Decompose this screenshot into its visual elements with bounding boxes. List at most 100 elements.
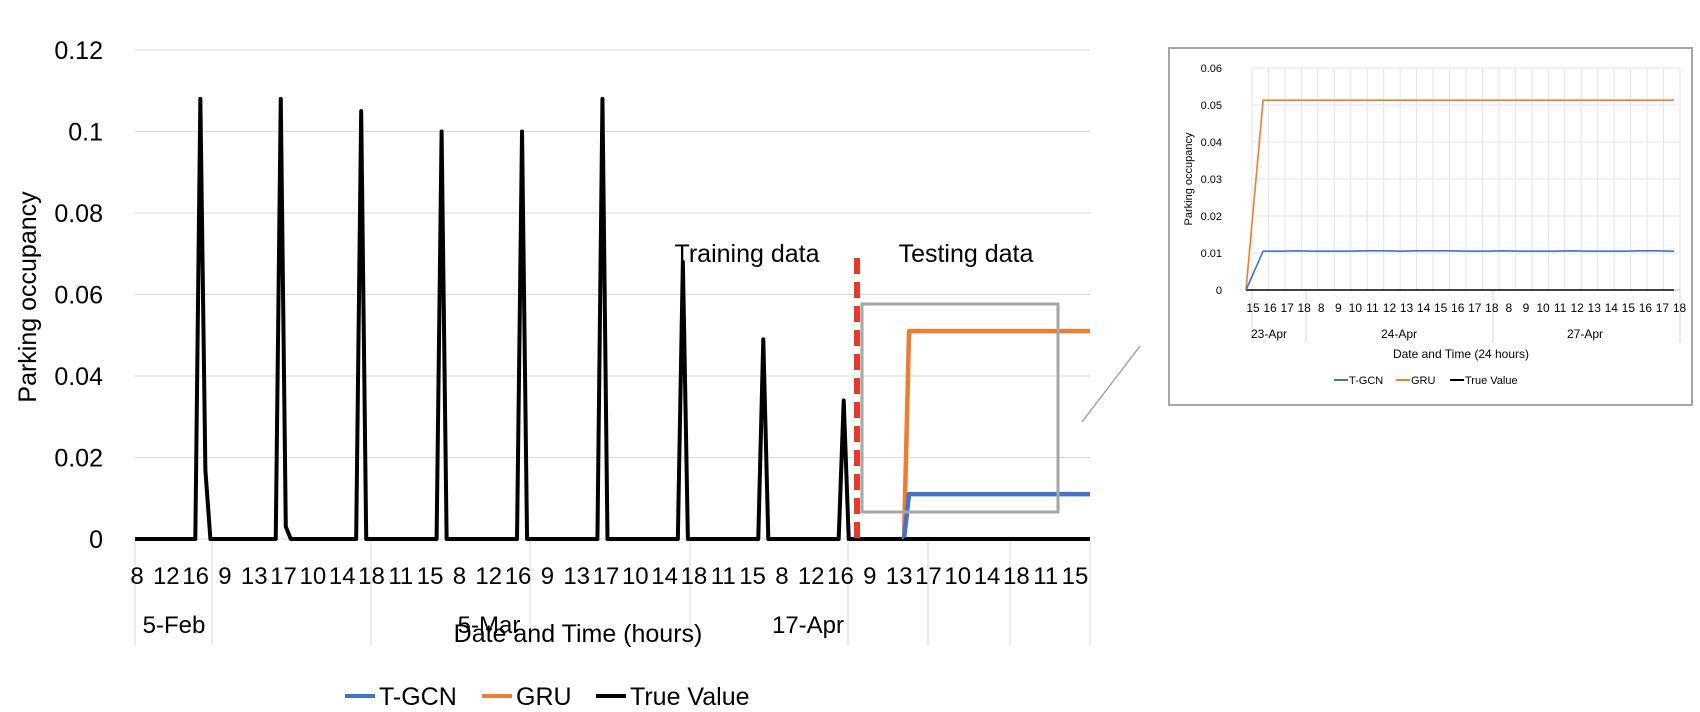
x-tick-label: 10 xyxy=(622,563,649,590)
x-tick-label: 10 xyxy=(300,563,327,590)
inset-x-tick-label: 17 xyxy=(1656,301,1670,315)
legend-label: GRU xyxy=(516,683,572,711)
y-tick-label: 0.06 xyxy=(54,282,103,310)
inset-x-tick-label: 16 xyxy=(1263,301,1277,315)
inset-frame xyxy=(1168,47,1693,406)
main-series-lines xyxy=(135,96,1090,541)
x-tick-label: 16 xyxy=(505,563,532,590)
main-legend: T-GCN GRU True Value xyxy=(345,683,750,711)
inset-legend-label: T-GCN xyxy=(1349,375,1383,387)
y-tick-label: 0.1 xyxy=(68,119,103,147)
x-tick-label: 11 xyxy=(711,563,736,590)
legend-item-gru: GRU xyxy=(482,683,572,711)
inset-x-tick-label: 10 xyxy=(1536,301,1550,315)
x-tick-label: 14 xyxy=(651,563,678,590)
inset-x-group-labels: 23-Apr 24-Apr 27-Apr xyxy=(1251,327,1603,341)
inset-series-lines xyxy=(1245,99,1675,291)
x-tick-label: 9 xyxy=(863,563,876,590)
inset-legend-item-gru: GRU xyxy=(1396,375,1436,387)
y-tick-label: 0.02 xyxy=(54,445,103,473)
inset-y-tick-label: 0.02 xyxy=(1201,211,1222,223)
inset-x-tick-label: 11 xyxy=(1554,301,1567,315)
x-tick-label: 11 xyxy=(1033,563,1058,590)
x-tick-label: 13 xyxy=(886,563,913,590)
y-tick-label: 0.04 xyxy=(54,363,103,391)
y-tick-label: 0.12 xyxy=(54,37,103,65)
inset-x-tick-label: 11 xyxy=(1366,301,1379,315)
training-data-annotation: Training data xyxy=(675,240,820,268)
inset-y-tick-label: 0.04 xyxy=(1201,137,1222,149)
x-tick-label: 10 xyxy=(944,563,971,590)
main-x-axis-title: Date and Time (hours) xyxy=(454,620,703,648)
x-group-label: 17-Apr xyxy=(772,612,844,639)
inset-series-line-gru xyxy=(1245,99,1674,291)
inset-legend-label: GRU xyxy=(1411,375,1436,387)
x-tick-label: 18 xyxy=(358,563,385,590)
x-tick-label: 15 xyxy=(417,563,444,590)
inset-x-tick-label: 18 xyxy=(1673,301,1687,315)
inset-x-tick-label: 18 xyxy=(1485,301,1499,315)
inset-x-tick-labels: 15 16 17 18 8 9 10 11 12 13 14 15 16 17 18 8 9 10 11 12 13 14… xyxy=(1246,301,1686,315)
inset-x-tick-label: 17 xyxy=(1280,301,1294,315)
inset-x-tick-label: 8 xyxy=(1318,301,1325,315)
inset-x-tick-label: 17 xyxy=(1468,301,1482,315)
series-line-gru xyxy=(901,328,1090,540)
inset-legend-label: True Value xyxy=(1465,375,1518,387)
inset-x-tick-label: 12 xyxy=(1383,301,1397,315)
x-tick-label: 13 xyxy=(241,563,268,590)
inset-y-tick-label: 0.06 xyxy=(1201,63,1222,75)
inset-x-tick-label: 10 xyxy=(1349,301,1363,315)
x-tick-label: 13 xyxy=(563,563,590,590)
x-tick-label: 14 xyxy=(974,563,1001,590)
main-x-group-labels: 5-Feb 5-Mar 17-Apr xyxy=(143,612,844,639)
main-y-axis-title: Parking occupancy xyxy=(14,191,42,403)
x-tick-label: 12 xyxy=(798,563,825,590)
series-line-t-gcn xyxy=(901,491,1090,540)
legend-item-true-value: True Value xyxy=(596,683,750,711)
inset-chart: 00.010.020.030.040.050.06 15 16 17 18 8 9 10 11… xyxy=(1168,47,1693,406)
main-x-tick-labels: 8 12 16 9 13 17 10 14 18 11 15 8 12 16 9 13 17 10 14 18 11 15… xyxy=(130,563,1088,590)
inset-x-tick-label: 15 xyxy=(1622,301,1636,315)
inset-x-tick-label: 16 xyxy=(1451,301,1465,315)
inset-x-group-label: 24-Apr xyxy=(1381,327,1417,341)
x-tick-label: 12 xyxy=(475,563,502,590)
zoom-connector-line xyxy=(1081,345,1141,423)
x-tick-label: 15 xyxy=(739,563,766,590)
y-tick-label: 0 xyxy=(89,526,103,554)
x-tick-label: 9 xyxy=(541,563,554,590)
inset-x-tick-label: 18 xyxy=(1298,301,1312,315)
x-tick-label: 15 xyxy=(1062,563,1089,590)
y-tick-label: 0.08 xyxy=(54,200,103,228)
series-line-true-value xyxy=(135,96,1090,541)
inset-y-tick-label: 0.03 xyxy=(1201,174,1222,186)
x-tick-label: 11 xyxy=(388,563,413,590)
x-tick-label: 8 xyxy=(453,563,466,590)
inset-y-tick-label: 0.01 xyxy=(1201,248,1222,260)
x-tick-label: 16 xyxy=(827,563,854,590)
x-tick-label: 8 xyxy=(130,563,143,590)
inset-legend-item-true-value: True Value xyxy=(1450,375,1518,387)
inset-x-tick-label: 13 xyxy=(1588,301,1602,315)
x-tick-label: 14 xyxy=(329,563,356,590)
x-tick-label: 18 xyxy=(1003,563,1030,590)
inset-x-tick-label: 14 xyxy=(1417,301,1431,315)
x-tick-label: 9 xyxy=(218,563,231,590)
inset-x-tick-label: 8 xyxy=(1506,301,1513,315)
x-tick-label: 12 xyxy=(153,563,180,590)
inset-x-tick-label: 12 xyxy=(1570,301,1584,315)
x-tick-label: 8 xyxy=(775,563,788,590)
x-tick-label: 16 xyxy=(182,563,209,590)
testing-data-annotation: Testing data xyxy=(899,240,1034,268)
inset-x-tick-label: 14 xyxy=(1605,301,1619,315)
zoom-region-box xyxy=(860,302,1060,514)
legend-label: T-GCN xyxy=(379,683,457,711)
legend-item-t-gcn: T-GCN xyxy=(345,683,457,711)
inset-y-axis-title: Parking occupancy xyxy=(1183,132,1195,225)
x-group-label: 5-Feb xyxy=(143,612,206,639)
legend-label: True Value xyxy=(630,683,750,711)
inset-y-tick-label: 0.05 xyxy=(1201,100,1222,112)
inset-x-tick-label: 15 xyxy=(1434,301,1448,315)
main-gridlines xyxy=(134,49,1091,645)
x-tick-label: 17 xyxy=(915,563,942,590)
